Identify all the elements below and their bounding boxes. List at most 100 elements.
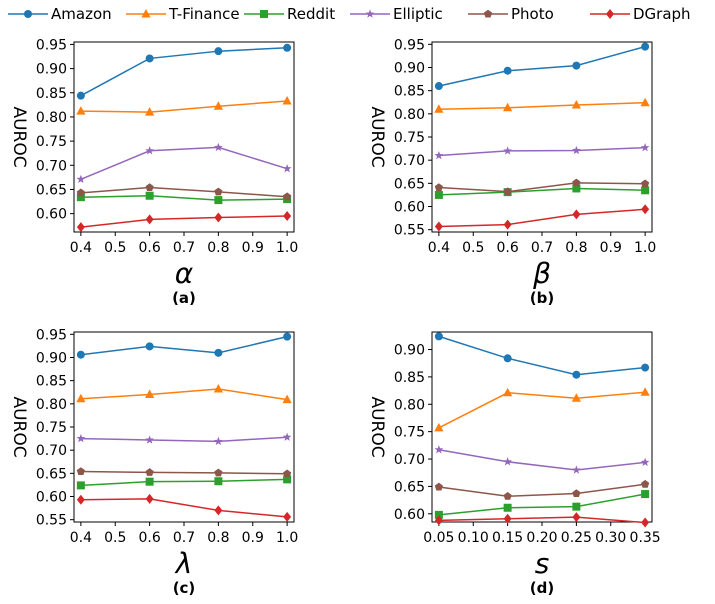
data-point-elliptic	[214, 142, 223, 152]
data-point-photo	[145, 468, 154, 476]
data-point-amazon	[572, 61, 581, 70]
series-t-finance	[76, 95, 292, 116]
data-point-dgraph	[76, 494, 85, 505]
data-point-t-finance	[640, 387, 650, 396]
data-point-photo	[145, 183, 154, 191]
data-point-t-finance	[434, 422, 444, 432]
data-point-elliptic	[282, 164, 292, 173]
legend-label-dgraph: DGraph	[633, 5, 691, 23]
x-tick-label: 0.8	[207, 240, 229, 256]
series-line-photo	[438, 182, 646, 193]
series-photo	[76, 183, 292, 201]
series-line-t-finance	[438, 101, 646, 110]
data-point-reddit	[214, 477, 223, 486]
data-point-elliptic	[434, 445, 444, 454]
chart-panel-d: 0.60 0.65 0.70 0.75 0.80 0.85 0.90 0.05 0.10 0.15…	[367, 331, 661, 597]
data-point-t-finance	[145, 107, 155, 116]
chart-panel-c: 0.55 0.60 0.65 0.70 0.75 0.80 0.85 0.90 0.95 0.4 0…	[9, 327, 298, 597]
data-point-dgraph	[145, 493, 154, 504]
data-point-amazon	[572, 370, 581, 379]
x-tick-label: 0.6	[496, 240, 518, 256]
series-line-dgraph	[80, 498, 288, 518]
y-tick-label: 0.90	[394, 60, 425, 76]
data-point-dgraph	[434, 221, 443, 232]
data-point-dgraph	[572, 209, 581, 220]
data-point-photo	[214, 187, 223, 196]
data-point-dgraph	[572, 512, 581, 523]
data-point-dgraph	[283, 211, 292, 222]
y-tick-label: 0.65	[394, 479, 425, 495]
data-point-reddit	[572, 184, 581, 193]
y-tick-label: 0.60	[36, 490, 67, 506]
data-point-amazon	[503, 354, 512, 363]
data-point-t-finance	[76, 106, 86, 115]
y-tick-label: 0.90	[36, 350, 67, 366]
x-tick-label: 0.4	[70, 530, 92, 546]
series-line-elliptic	[80, 146, 288, 180]
series-elliptic	[434, 445, 650, 474]
series-line-amazon	[80, 335, 288, 356]
data-point-elliptic	[640, 143, 650, 152]
data-point-t-finance	[571, 100, 581, 109]
x-tick-label: 0.6	[138, 530, 160, 546]
data-point-dgraph	[214, 212, 223, 223]
y-tick-label: 0.95	[36, 327, 67, 343]
data-point-reddit	[641, 186, 650, 195]
data-point-reddit	[283, 475, 292, 484]
data-point-photo	[76, 188, 85, 197]
series-line-elliptic	[438, 448, 646, 471]
x-tick-label: 0.7	[531, 240, 553, 256]
x-axis-label: α	[175, 257, 194, 290]
data-point-amazon	[434, 82, 443, 91]
y-tick-label: 0.60	[394, 200, 425, 216]
series-line-reddit	[438, 493, 646, 516]
data-point-t-finance	[145, 389, 155, 399]
panel-label: (b)	[530, 289, 554, 307]
legend-marker-reddit	[260, 10, 268, 18]
data-point-reddit	[214, 196, 223, 205]
y-tick-label: 0.90	[394, 343, 425, 359]
data-point-t-finance	[76, 393, 86, 403]
x-tick-label: 1.0	[276, 530, 298, 546]
x-tick-label: 0.7	[173, 240, 195, 256]
series-line-amazon	[438, 45, 646, 87]
data-point-dgraph	[503, 513, 512, 524]
data-point-amazon	[145, 342, 154, 351]
data-point-amazon	[76, 350, 85, 359]
series-line-dgraph	[80, 215, 288, 228]
series-elliptic	[76, 142, 292, 184]
x-tick-label: 0.7	[173, 530, 195, 546]
data-point-amazon	[283, 43, 292, 52]
legend-marker-photo	[483, 9, 493, 18]
y-tick-label: 0.80	[394, 397, 425, 413]
series-dgraph	[76, 211, 292, 233]
series-dgraph	[434, 204, 650, 232]
y-tick-label: 0.60	[36, 207, 67, 223]
data-point-t-finance	[640, 97, 650, 107]
y-axis-label: AUROC	[9, 396, 29, 457]
data-point-amazon	[214, 348, 223, 357]
data-point-amazon	[641, 42, 650, 51]
panel-label: (a)	[172, 289, 196, 307]
data-point-elliptic	[572, 145, 581, 155]
series-line-amazon	[80, 47, 288, 97]
data-point-photo	[572, 489, 581, 498]
legend-label-elliptic: Elliptic	[393, 5, 443, 23]
x-tick-label: 0.10	[458, 530, 489, 546]
x-tick-label: 0.5	[104, 240, 126, 256]
data-point-dgraph	[76, 222, 85, 233]
data-point-photo	[434, 183, 443, 191]
data-point-elliptic	[214, 436, 223, 446]
x-axis-label: s	[535, 547, 550, 580]
series-amazon	[434, 42, 650, 91]
series-line-t-finance	[80, 100, 288, 113]
x-tick-label: 0.4	[428, 240, 450, 256]
series-reddit	[76, 191, 292, 205]
x-axis-label: β	[532, 257, 551, 290]
data-point-t-finance	[213, 101, 223, 110]
y-tick-label: 0.75	[36, 420, 67, 436]
series-amazon	[434, 332, 650, 379]
data-point-photo	[283, 469, 292, 478]
series-amazon	[76, 43, 292, 100]
x-tick-label: 0.9	[242, 530, 264, 546]
